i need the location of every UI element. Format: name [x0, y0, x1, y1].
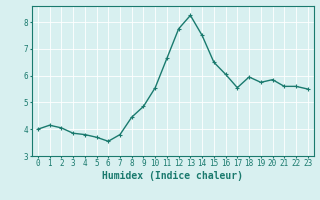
X-axis label: Humidex (Indice chaleur): Humidex (Indice chaleur): [102, 171, 243, 181]
